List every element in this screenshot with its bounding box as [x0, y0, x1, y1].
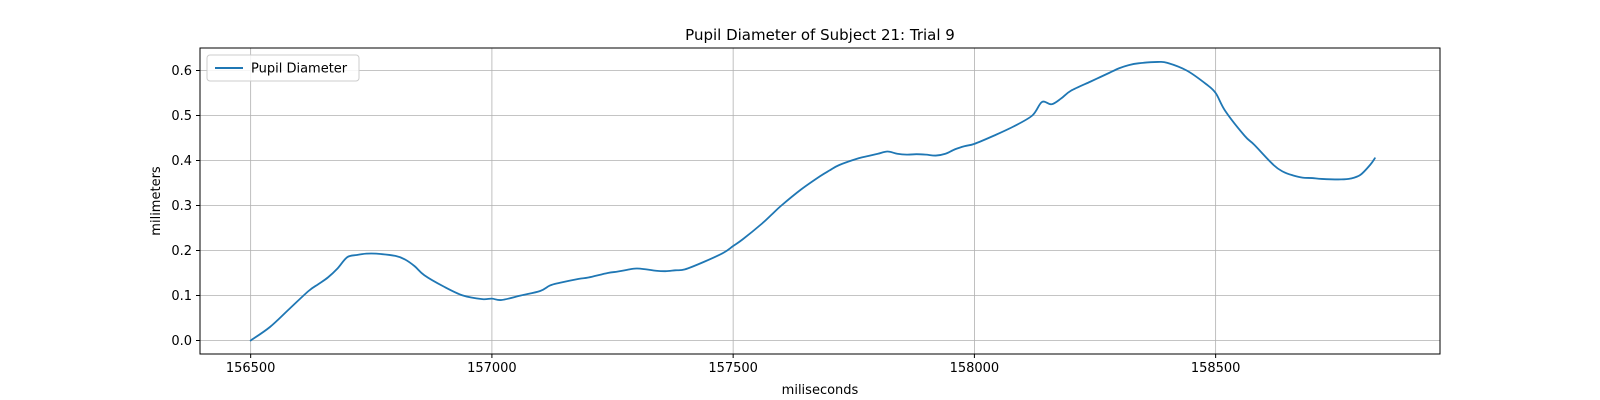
- x-tick-label: 158000: [950, 361, 1000, 376]
- grid: [200, 48, 1440, 354]
- y-tick-label: 0.5: [171, 109, 192, 124]
- x-tick-label: 156500: [226, 361, 276, 376]
- series-layer: [249, 60, 1376, 342]
- chart-title: Pupil Diameter of Subject 21: Trial 9: [685, 26, 955, 44]
- series-line-pupil-diameter: [249, 60, 1376, 342]
- x-axis-label: miliseconds: [782, 383, 859, 398]
- x-tick-label: 158500: [1191, 361, 1241, 376]
- y-tick-label: 0.3: [171, 199, 192, 214]
- x-axis: 156500 157000 157500 158000 158500: [226, 354, 1241, 376]
- x-tick-label: 157500: [708, 361, 758, 376]
- y-axis-label: milimeters: [149, 166, 164, 236]
- y-axis: 0.0 0.1 0.2 0.3 0.4 0.5 0.6: [171, 64, 200, 349]
- y-tick-label: 0.6: [171, 64, 192, 79]
- y-tick-label: 0.0: [171, 334, 192, 349]
- y-tick-label: 0.1: [171, 289, 192, 304]
- legend: Pupil Diameter: [206, 54, 360, 82]
- legend-label: Pupil Diameter: [251, 62, 348, 77]
- y-tick-label: 0.2: [171, 244, 192, 259]
- y-tick-label: 0.4: [171, 154, 192, 169]
- x-tick-label: 157000: [467, 361, 517, 376]
- legend-box: [206, 54, 360, 82]
- plot-frame: [199, 47, 1441, 355]
